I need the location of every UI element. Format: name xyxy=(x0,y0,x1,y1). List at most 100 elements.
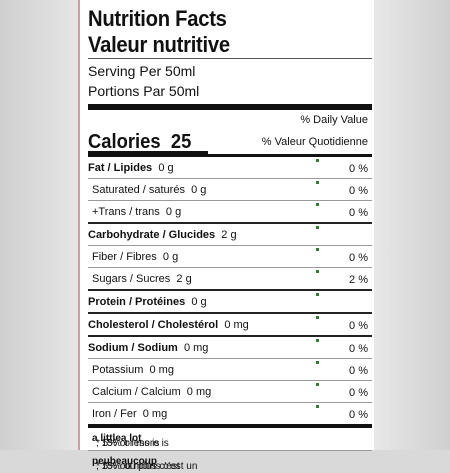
nutrient-row: Fiber / Fibres 0 g 0 % xyxy=(88,246,372,267)
row-separator xyxy=(88,200,372,201)
calories-divider xyxy=(88,154,372,157)
nutrient-amount: 0 g xyxy=(162,251,179,263)
nutrient-label: Fat / Lipides 0 g xyxy=(88,162,174,174)
nutrient-row: Calcium / Calcium 0 mg 0 % xyxy=(88,381,372,402)
footnote-en: * 5% or less is a little, 15% or more is… xyxy=(88,428,372,450)
nutrient-name: Protein / Protéines xyxy=(88,296,186,308)
nutrient-name: Iron / Fer xyxy=(92,408,137,420)
calories-underline xyxy=(88,151,208,154)
nutrient-name: Fat / Lipides xyxy=(88,162,153,174)
row-separator xyxy=(88,289,372,291)
divider xyxy=(88,58,372,59)
nutrient-row: Sodium / Sodium 0 mg 0 % xyxy=(88,337,372,358)
nutrient-name: Sodium / Sodium xyxy=(88,342,178,354)
row-separator xyxy=(88,335,372,337)
footnote-en-text-b: a little xyxy=(92,433,121,444)
daily-value-en: % Daily Value xyxy=(300,114,368,126)
nutrient-label: Cholesterol / Cholestérol 0 mg xyxy=(88,319,249,331)
nutrient-amount: 2 g xyxy=(221,229,237,241)
calories-value: 25 xyxy=(170,131,192,153)
row-marker xyxy=(316,181,319,184)
footnote-divider xyxy=(88,424,372,428)
row-separator xyxy=(88,245,372,246)
nutrient-percent: 0 % xyxy=(349,365,368,377)
footnote-en-text-a: * 5% or less is xyxy=(96,438,160,449)
nutrient-amount: 0 mg xyxy=(183,342,209,354)
nutrient-amount: 0 g xyxy=(158,162,174,174)
nutrient-row: Cholesterol / Cholestérol 0 mg 0 % xyxy=(88,314,372,335)
nutrient-amount: 0 g xyxy=(191,296,207,308)
background-left xyxy=(0,0,78,450)
row-marker xyxy=(316,226,319,229)
nutrient-label: +Trans / trans 0 g xyxy=(92,206,181,218)
calories-label: Calories xyxy=(88,131,161,153)
row-separator xyxy=(88,222,372,224)
row-separator xyxy=(88,380,372,381)
title-en: Nutrition Facts xyxy=(88,6,227,31)
nutrient-name: Carbohydrate / Glucides xyxy=(88,229,216,241)
nutrient-name: Saturated / saturés xyxy=(92,184,185,196)
nutrient-name: Calcium / Calcium xyxy=(92,386,181,398)
nutrient-amount: 0 mg xyxy=(186,386,212,398)
row-separator xyxy=(88,312,372,314)
nutrient-percent: 0 % xyxy=(349,387,368,399)
nutrient-label: Calcium / Calcium 0 mg xyxy=(92,386,211,398)
serving-fr: Portions Par 50ml xyxy=(88,83,200,99)
nutrient-amount: 0 mg xyxy=(142,408,168,420)
nutrient-label: Carbohydrate / Glucides 2 g xyxy=(88,229,237,241)
nutrient-row: Fat / Lipides 0 g 0 % xyxy=(88,157,372,178)
daily-value-fr: % Valeur Quotidienne xyxy=(261,136,368,148)
nutrient-name: Sugars / Sucres xyxy=(92,273,171,285)
nutrient-label: Sugars / Sucres 2 g xyxy=(92,273,192,285)
row-marker xyxy=(316,383,319,386)
row-marker xyxy=(316,405,319,408)
nutrient-amount: 0 g xyxy=(165,206,182,218)
row-separator xyxy=(88,358,372,359)
nutrient-percent: 0 % xyxy=(349,185,368,197)
serving-en: Serving Per 50ml xyxy=(88,63,196,79)
calories-row: Calories 25 % Valeur Quotidienne xyxy=(88,130,372,154)
nutrient-percent: 0 % xyxy=(349,409,368,421)
nutrient-percent: 0 % xyxy=(349,343,368,355)
nutrient-amount: 0 mg xyxy=(149,364,174,376)
row-marker xyxy=(316,159,319,162)
nutrient-amount: 0 mg xyxy=(224,319,249,331)
thick-divider xyxy=(88,104,372,110)
footnote-fr: * 5% ou moins c'est un peu, 15% ou plus … xyxy=(88,451,372,473)
daily-value-header: % Daily Value xyxy=(88,110,372,130)
nutrient-amount: 2 g xyxy=(176,273,192,285)
nutrient-name: Fiber / Fibres xyxy=(92,251,157,263)
row-separator xyxy=(88,267,372,268)
nutrient-name: +Trans / trans xyxy=(92,206,160,218)
nutrient-percent: 0 % xyxy=(349,207,368,219)
nutrient-percent: 0 % xyxy=(349,252,368,264)
nutrient-row: Saturated / saturés 0 g 0 % xyxy=(88,179,372,200)
nutrient-label: Fiber / Fibres 0 g xyxy=(92,251,178,263)
nutrition-label: Nutrition Facts Valeur nutritive Serving… xyxy=(78,0,374,472)
row-marker xyxy=(316,270,319,273)
nutrient-row: Iron / Fer 0 mg 0 % xyxy=(88,403,372,424)
nutrient-name: Cholesterol / Cholestérol xyxy=(88,319,219,331)
nutrient-label: Sodium / Sodium 0 mg xyxy=(88,342,208,354)
row-marker xyxy=(316,203,319,206)
nutrient-row: Sugars / Sucres 2 g 2 % xyxy=(88,268,372,289)
label-content: Nutrition Facts Valeur nutritive Serving… xyxy=(88,6,372,473)
title-fr: Valeur nutritive xyxy=(88,32,230,57)
nutrient-row: Protein / Protéines 0 g xyxy=(88,291,372,312)
nutrient-row: +Trans / trans 0 g 0 % xyxy=(88,201,372,222)
nutrient-label: Saturated / saturés 0 g xyxy=(92,184,206,196)
row-marker xyxy=(316,293,319,296)
row-marker xyxy=(316,248,319,251)
nutrient-label: Iron / Fer 0 mg xyxy=(92,408,167,420)
row-separator xyxy=(88,178,372,179)
row-marker xyxy=(316,361,319,364)
row-marker xyxy=(316,316,319,319)
nutrient-row: Carbohydrate / Glucides 2 g xyxy=(88,224,372,245)
footnote-fr-text-c: , 15% ou plus c'est xyxy=(96,461,180,472)
nutrient-percent: 0 % xyxy=(349,163,368,175)
nutrient-name: Potassium xyxy=(92,364,144,376)
row-marker xyxy=(316,339,319,342)
nutrient-amount: 0 g xyxy=(191,184,207,196)
calories-text: Calories 25 xyxy=(88,131,191,154)
